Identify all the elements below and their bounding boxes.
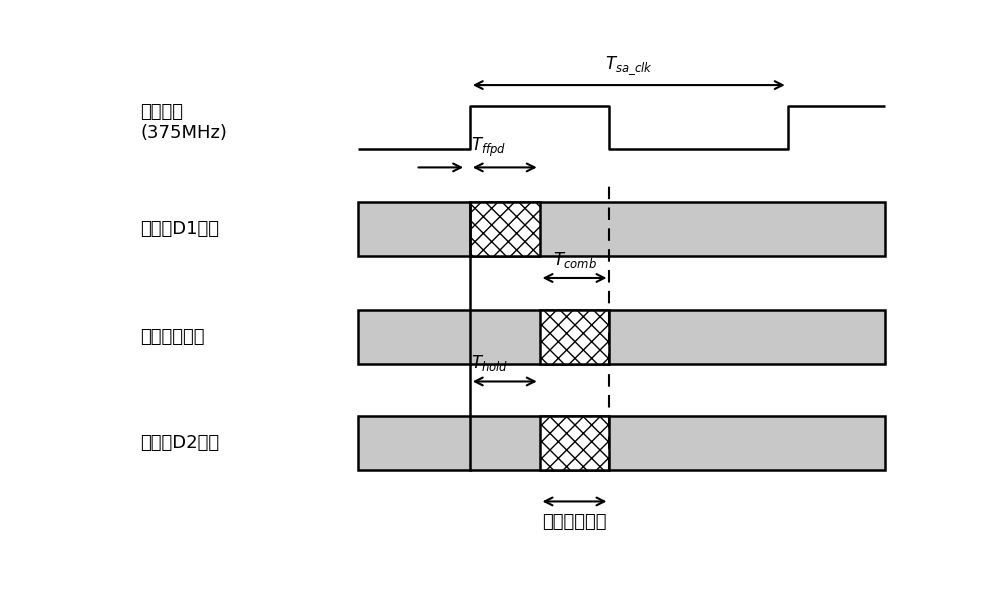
Text: $T_{sa\_clk}$: $T_{sa\_clk}$	[605, 54, 653, 76]
Text: $T_{ffpd}$: $T_{ffpd}$	[471, 136, 507, 159]
Text: 保持时间容限: 保持时间容限	[542, 513, 607, 531]
Bar	[540, 415, 609, 470]
Text: 触发器D2输入: 触发器D2输入	[140, 434, 220, 452]
Text: 触发器D1输出: 触发器D1输出	[140, 219, 220, 238]
Bar	[358, 415, 885, 470]
Text: $T_{comb}$: $T_{comb}$	[553, 249, 596, 269]
Bar	[358, 202, 885, 255]
Bar	[540, 310, 609, 364]
Text: 采样时钟
(375MHz): 采样时钟 (375MHz)	[140, 103, 227, 142]
Text: $T_{hold}$: $T_{hold}$	[471, 353, 509, 373]
Bar	[470, 202, 540, 255]
Bar	[358, 310, 885, 364]
Text: 组合逻辑延迟: 组合逻辑延迟	[140, 327, 205, 346]
